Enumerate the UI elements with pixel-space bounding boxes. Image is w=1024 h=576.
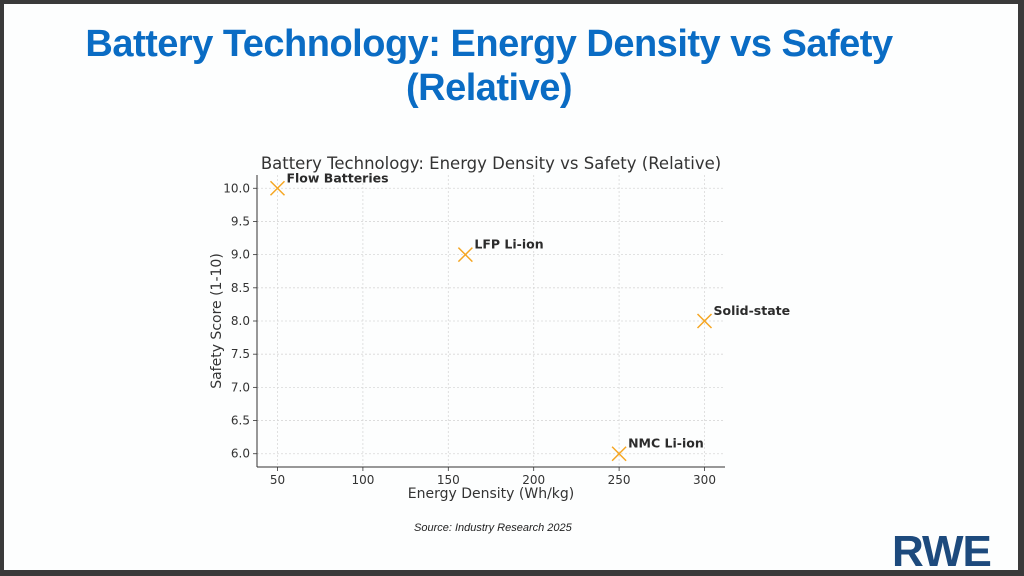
data-point: LFP Li-ion	[457, 237, 544, 263]
y-tick-label: 8.5	[231, 281, 250, 295]
y-tick-label: 9.0	[231, 248, 250, 262]
y-tick-label: 6.0	[231, 447, 250, 461]
point-label: LFP Li-ion	[474, 237, 543, 252]
x-marker	[269, 180, 286, 196]
rwe-logo: RWE	[892, 527, 992, 576]
point-label: Flow Batteries	[286, 170, 388, 185]
y-ticks: 6.0 6.5 7.0 7.5 8.0 8.5 9.0 9.5 10.0	[223, 181, 257, 461]
x-tick-label: 300	[693, 473, 716, 487]
slide-title-line2: (Relative)	[405, 67, 573, 109]
slide-title: Battery Technology: Energy Density vs Sa…	[4, 22, 974, 110]
x-ticks: 50 100 150 200 250 300	[270, 467, 716, 487]
source-note: Source: Industry Research 2025	[414, 522, 572, 534]
y-tick-label: 10.0	[223, 181, 250, 195]
x-tick-label: 50	[270, 473, 285, 487]
x-tick-label: 150	[437, 473, 460, 487]
point-label: NMC Li-ion	[628, 436, 704, 451]
grid	[257, 175, 725, 467]
x-tick-label: 200	[522, 473, 545, 487]
slide-title-line1: Battery Technology: Energy Density vs Sa…	[85, 23, 893, 65]
x-marker	[611, 446, 627, 462]
slide: Battery Technology: Energy Density vs Sa…	[4, 4, 1018, 574]
x-marker	[696, 313, 713, 329]
data-point: NMC Li-ion	[611, 436, 704, 462]
y-tick-label: 8.0	[231, 314, 250, 328]
y-tick-label: 6.5	[231, 414, 250, 428]
x-tick-label: 100	[351, 473, 374, 487]
point-label: Solid-state	[714, 303, 791, 318]
x-marker	[457, 247, 473, 263]
data-point: Flow Batteries	[269, 170, 389, 196]
x-tick-label: 250	[608, 473, 631, 487]
chart-title: Battery Technology: Energy Density vs Sa…	[261, 154, 721, 173]
x-axis-label: Energy Density (Wh/kg)	[408, 486, 575, 502]
data-points: LFP Li-ion NMC Li-ion Solid-state Flow Batt…	[269, 170, 791, 462]
y-tick-label: 7.5	[231, 347, 250, 361]
data-point: Solid-state	[696, 303, 791, 329]
y-tick-label: 7.0	[231, 380, 250, 394]
y-tick-label: 9.5	[231, 214, 250, 228]
y-axis-label: Safety Score (1-10)	[209, 253, 225, 389]
